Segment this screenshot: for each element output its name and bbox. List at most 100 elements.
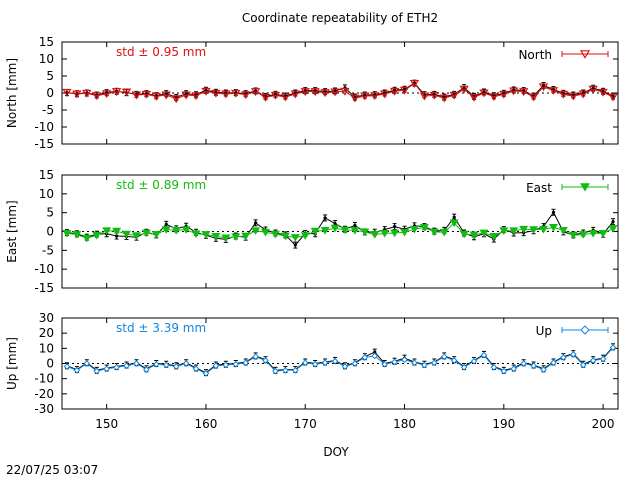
data-point-east bbox=[539, 225, 549, 234]
data-point-north bbox=[181, 91, 191, 100]
data-point-up bbox=[143, 366, 150, 373]
data-point-north bbox=[92, 92, 102, 101]
data-point-up bbox=[599, 355, 607, 363]
data-point-north bbox=[459, 85, 469, 94]
data-point-east bbox=[261, 228, 271, 237]
data-point-up bbox=[440, 353, 448, 360]
data-point-up bbox=[73, 367, 81, 374]
data-point-north bbox=[201, 87, 211, 96]
data-point-up bbox=[282, 367, 289, 374]
y-tick-label: -5 bbox=[42, 243, 54, 257]
data-point-up bbox=[579, 361, 587, 369]
legend-marker bbox=[579, 50, 591, 59]
data-point-up bbox=[480, 351, 488, 359]
data-point-east bbox=[499, 227, 509, 235]
y-tick-label: -15 bbox=[34, 281, 54, 295]
legend-marker bbox=[580, 183, 590, 192]
data-point-east bbox=[92, 231, 102, 240]
data-point-east bbox=[131, 232, 141, 240]
data-point-east bbox=[529, 226, 539, 234]
data-point-east bbox=[449, 219, 459, 228]
data-point-east bbox=[360, 228, 370, 237]
data-point-east bbox=[598, 230, 608, 238]
y-tick-label: -30 bbox=[34, 402, 54, 416]
x-tick-label: 190 bbox=[492, 417, 515, 431]
data-point-east bbox=[370, 231, 380, 239]
legend-label: Up bbox=[536, 324, 552, 338]
y-tick-label: 0 bbox=[46, 86, 54, 100]
data-point-east bbox=[608, 225, 618, 233]
x-tick-label: 170 bbox=[294, 417, 317, 431]
y-tick-label: -5 bbox=[42, 103, 54, 117]
data-point-up bbox=[411, 359, 418, 367]
data-point-east bbox=[112, 227, 122, 236]
data-point-east bbox=[201, 231, 211, 239]
std-label: std ± 0.89 mm bbox=[116, 178, 206, 192]
data-point-north bbox=[290, 90, 300, 99]
data-point-up bbox=[252, 353, 259, 360]
data-point-north bbox=[151, 92, 161, 101]
y-tick-label: 15 bbox=[39, 168, 54, 182]
data-point-up bbox=[609, 344, 617, 351]
y-tick-label: 10 bbox=[39, 341, 54, 355]
data-point-east bbox=[419, 223, 429, 232]
data-point-up bbox=[113, 363, 120, 371]
data-point-east bbox=[459, 230, 469, 239]
data-point-east bbox=[469, 231, 479, 240]
data-point-east bbox=[270, 230, 280, 239]
legend-label: North bbox=[518, 48, 552, 62]
chart-title: Coordinate repeatability of ETH2 bbox=[242, 11, 438, 25]
data-point-east bbox=[340, 226, 350, 235]
y-tick-label: 15 bbox=[39, 35, 54, 49]
data-point-north bbox=[509, 87, 519, 96]
data-point-up bbox=[520, 360, 527, 367]
data-point-north bbox=[350, 94, 360, 103]
data-point-reference bbox=[452, 215, 456, 219]
data-point-up bbox=[500, 367, 508, 375]
data-point-north bbox=[380, 90, 390, 99]
data-point-east bbox=[558, 226, 568, 235]
data-point-north bbox=[231, 89, 241, 98]
data-point-east bbox=[62, 230, 72, 238]
data-point-up bbox=[371, 352, 379, 360]
data-point-east bbox=[241, 232, 251, 241]
data-point-east bbox=[191, 230, 201, 238]
data-point-north bbox=[588, 85, 598, 94]
data-point-up bbox=[381, 360, 388, 368]
data-point-east bbox=[578, 231, 588, 239]
data-point-north bbox=[449, 91, 459, 100]
data-point-east bbox=[300, 232, 310, 240]
y-tick-label: 0 bbox=[46, 357, 54, 371]
data-point-north bbox=[558, 90, 569, 99]
data-point-north bbox=[260, 93, 271, 102]
data-point-up bbox=[212, 362, 220, 370]
data-point-north bbox=[419, 92, 430, 101]
data-point-up bbox=[331, 357, 339, 365]
panels: 15 10 5 0 -5 -10 -15 North [mm] std ± 0.95 mm Nor… bbox=[5, 35, 619, 431]
std-label: std ± 0.95 mm bbox=[116, 45, 206, 59]
data-point-reference bbox=[373, 350, 377, 354]
data-point-up bbox=[202, 370, 210, 377]
data-point-east bbox=[429, 228, 439, 237]
data-point-north bbox=[528, 93, 539, 102]
y-tick-label: 5 bbox=[46, 69, 54, 83]
data-point-up bbox=[490, 363, 498, 371]
data-point-north bbox=[270, 91, 281, 100]
data-point-up bbox=[550, 359, 557, 367]
data-point-east bbox=[310, 227, 320, 236]
data-point-east bbox=[548, 223, 558, 232]
data-point-east bbox=[251, 227, 261, 235]
data-point-north bbox=[469, 93, 479, 102]
data-point-east bbox=[350, 226, 360, 235]
data-point-up bbox=[93, 367, 101, 375]
data-point-north bbox=[608, 93, 618, 102]
data-point-east bbox=[141, 229, 151, 238]
data-point-north bbox=[370, 92, 380, 101]
y-tick-label: 10 bbox=[39, 187, 54, 201]
data-point-north bbox=[250, 88, 261, 97]
data-point-east bbox=[102, 227, 112, 235]
data-point-east bbox=[151, 231, 161, 239]
x-axis-label: DOY bbox=[323, 445, 349, 459]
data-point-east bbox=[330, 224, 340, 233]
